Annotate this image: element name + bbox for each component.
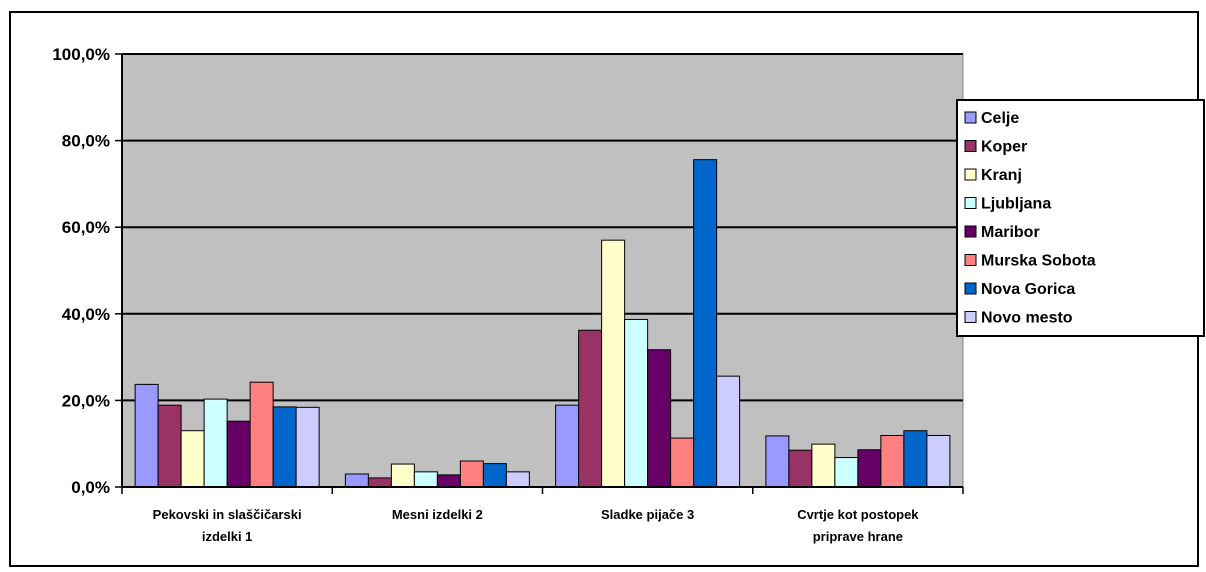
x-category-label: Sladke pijače 3 xyxy=(601,507,694,522)
bar-koper xyxy=(788,449,813,488)
bar-maribor xyxy=(857,449,882,488)
x-axis-category-labels: Pekovski in slaščičarski izdelki 1 Mesni i… xyxy=(153,507,920,544)
bars xyxy=(134,159,951,488)
bar-celje xyxy=(344,473,369,488)
legend-swatch xyxy=(964,311,977,323)
legend-swatch xyxy=(964,282,977,295)
bar-murska-sobota xyxy=(670,437,695,488)
legend-swatch xyxy=(964,197,977,209)
bar-kranj xyxy=(811,443,836,488)
y-tick-label: 0,0% xyxy=(71,478,110,497)
legend-label: Nova Gorica xyxy=(981,281,1075,298)
legend-label: Koper xyxy=(981,139,1027,156)
bar-ljubljana xyxy=(624,318,649,488)
y-tick-label: 40,0% xyxy=(62,305,110,324)
y-tick-label: 20,0% xyxy=(62,391,110,410)
legend-label: Maribor xyxy=(981,224,1040,241)
legend-box xyxy=(956,99,1205,337)
y-axis-tick-labels: 0,0% 20,0% 40,0% 60,0% 80,0% 100,0% xyxy=(52,45,110,497)
bar-novo-mesto xyxy=(716,375,741,488)
legend-swatch xyxy=(964,254,977,266)
legend-swatch xyxy=(964,111,977,124)
bar-koper xyxy=(367,477,392,488)
y-tick-label: 60,0% xyxy=(62,218,110,237)
bar-koper xyxy=(157,404,182,488)
bar-novo-mesto xyxy=(295,406,320,488)
legend-swatch xyxy=(964,225,977,238)
bar-ljubljana xyxy=(203,398,228,488)
legend-label: Murska Sobota xyxy=(981,253,1096,270)
y-tick-label: 80,0% xyxy=(62,132,110,151)
bar-novo-mesto xyxy=(505,471,530,488)
bar-kranj xyxy=(390,463,415,488)
bar-kranj xyxy=(601,239,626,488)
legend-swatch xyxy=(964,168,977,181)
x-category-label: Pekovski in slaščičarski izdelki 1 xyxy=(153,507,302,544)
bar-celje xyxy=(555,404,580,488)
bar-murska-sobota xyxy=(459,460,484,488)
bar-celje xyxy=(134,383,159,488)
legend-label: Ljubljana xyxy=(981,196,1051,213)
bar-nova-gorica xyxy=(693,159,718,488)
bar-maribor xyxy=(436,474,461,488)
bar-kranj xyxy=(180,430,205,488)
bar-maribor xyxy=(647,349,672,488)
legend-label: Celje xyxy=(981,110,1019,127)
bar-maribor xyxy=(226,420,251,488)
legend-label: Kranj xyxy=(981,167,1022,184)
bar-ljubljana xyxy=(834,457,859,488)
bar-murska-sobota xyxy=(880,434,905,488)
bar-celje xyxy=(765,435,790,488)
bar-ljubljana xyxy=(413,471,438,488)
x-category-label: Mesni izdelki 2 xyxy=(392,507,483,522)
bar-koper xyxy=(578,329,603,488)
legend: Celje Koper Kranj Ljubljana Maribor Murska So… xyxy=(956,99,1205,337)
x-category-label: Cvrtje kot postopek priprave hrane xyxy=(797,507,919,544)
bar-murska-sobota xyxy=(249,381,274,488)
axes xyxy=(115,53,964,494)
y-tick-label: 100,0% xyxy=(52,45,110,64)
bar-novo-mesto xyxy=(926,434,951,488)
bar-nova-gorica xyxy=(482,463,507,488)
legend-label: Novo mesto xyxy=(981,310,1073,327)
legend-swatch xyxy=(964,140,977,152)
bar-nova-gorica xyxy=(903,430,928,488)
bar-nova-gorica xyxy=(272,406,297,488)
